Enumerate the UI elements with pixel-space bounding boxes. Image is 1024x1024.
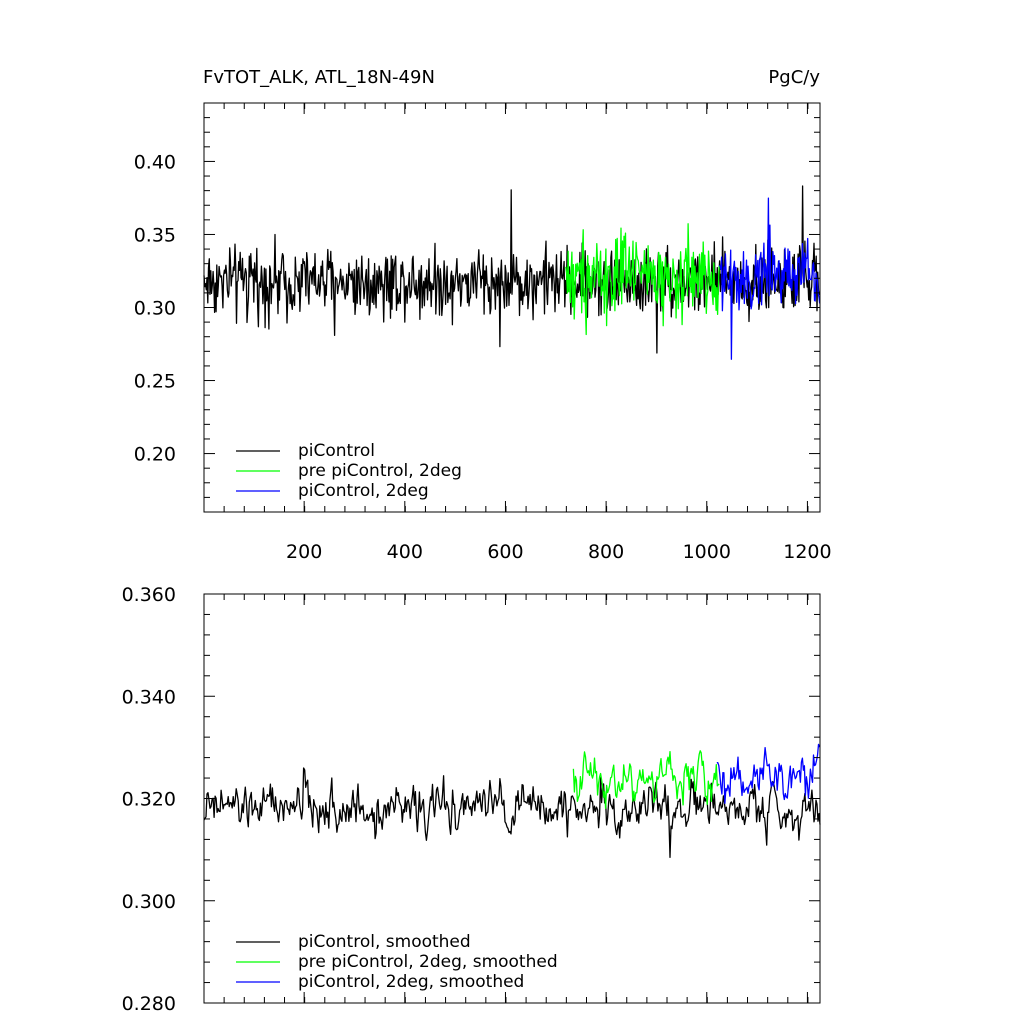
bottom-plot-frame bbox=[203, 593, 821, 1004]
top-x-tick-label: 200 bbox=[286, 541, 322, 563]
top-plot-frame bbox=[203, 102, 821, 513]
top-legend: piControl pre piControl, 2deg piControl,… bbox=[236, 441, 462, 501]
top-ticks: 200 400 600 800 1000 1200 0.20 0.25 0.30 0.35 0.40 bbox=[134, 102, 832, 563]
top-x-tick-label: 800 bbox=[588, 541, 624, 563]
bottom-y-tick-label: 0.280 bbox=[122, 993, 176, 1015]
top-series-group bbox=[203, 185, 821, 360]
bottom-legend-label-piControl: piControl, smoothed bbox=[298, 932, 471, 952]
bottom-legend-label-pre-piControl-2deg: pre piControl, 2deg, smoothed bbox=[298, 952, 558, 972]
bottom-series-line-piControl_2deg bbox=[716, 743, 821, 804]
bottom-panel: 0.280 0.300 0.320 0.340 0.360 piControl, smo… bbox=[122, 584, 821, 1015]
bottom-y-tick-label: 0.360 bbox=[122, 584, 176, 606]
bottom-legend: piControl, smoothed pre piControl, 2deg,… bbox=[236, 932, 558, 992]
top-legend-label-piControl-2deg: piControl, 2deg bbox=[298, 481, 429, 501]
top-x-tick-label: 600 bbox=[487, 541, 523, 563]
top-panel: FvTOT_ALK, ATL_18N-49N PgC/y 200 400 600 80… bbox=[134, 67, 832, 563]
bottom-series-group bbox=[203, 743, 821, 858]
top-title: FvTOT_ALK, ATL_18N-49N bbox=[203, 67, 435, 88]
top-y-tick-label: 0.20 bbox=[134, 444, 176, 466]
bottom-y-tick-label: 0.300 bbox=[122, 891, 176, 913]
top-y-tick-label: 0.30 bbox=[134, 298, 176, 320]
bottom-y-tick-label: 0.340 bbox=[122, 686, 176, 708]
top-legend-label-piControl: piControl bbox=[298, 441, 375, 461]
top-units: PgC/y bbox=[768, 67, 820, 88]
top-series-line-pre_piControl_2deg bbox=[565, 223, 720, 336]
bottom-y-tick-label: 0.320 bbox=[122, 789, 176, 811]
top-x-tick-label: 400 bbox=[387, 541, 423, 563]
top-y-tick-label: 0.35 bbox=[134, 224, 176, 246]
top-x-tick-label: 1200 bbox=[783, 541, 831, 563]
bottom-legend-label-piControl-2deg: piControl, 2deg, smoothed bbox=[298, 972, 524, 992]
top-series-line-piControl bbox=[203, 185, 821, 354]
bottom-series-line-pre_piControl_2deg bbox=[572, 750, 720, 809]
top-y-tick-label: 0.25 bbox=[134, 371, 176, 393]
top-legend-label-pre-piControl-2deg: pre piControl, 2deg bbox=[298, 461, 462, 481]
bottom-series-line-piControl bbox=[203, 767, 821, 858]
top-y-tick-label: 0.40 bbox=[134, 151, 176, 173]
top-x-tick-label: 1000 bbox=[683, 541, 731, 563]
top-series-line-piControl_2deg bbox=[718, 197, 821, 360]
